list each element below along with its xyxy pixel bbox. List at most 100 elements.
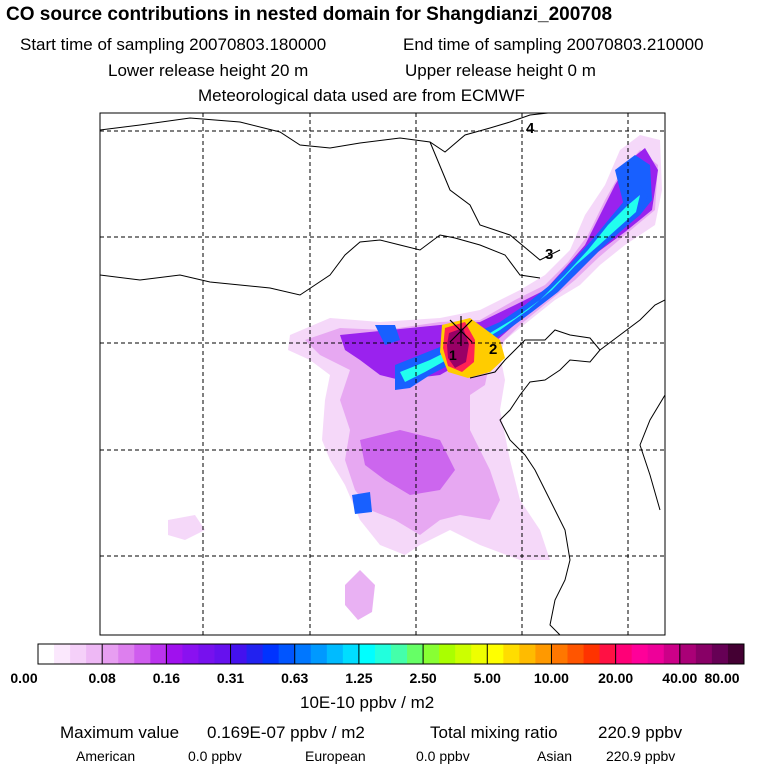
colorbar-swatch bbox=[38, 644, 55, 664]
colorbar-swatch bbox=[230, 644, 248, 664]
map-gridlines bbox=[100, 113, 665, 635]
asian-label: Asian bbox=[537, 748, 573, 764]
colorbar-swatch bbox=[262, 644, 280, 664]
plume-south-blob bbox=[345, 570, 375, 620]
colorbar-swatch bbox=[503, 644, 520, 664]
colorbar-swatch bbox=[102, 644, 119, 664]
colorbar-swatch bbox=[519, 644, 536, 664]
colorbar-swatch bbox=[663, 644, 681, 664]
colorbar-swatch bbox=[310, 644, 328, 664]
colorbar-swatch bbox=[342, 644, 360, 664]
coast-bohai bbox=[469, 329, 601, 635]
upper-release-height-label: Upper release height 0 m bbox=[405, 61, 596, 80]
plume-dark-core bbox=[447, 328, 469, 368]
border-northeast bbox=[429, 141, 561, 261]
border-west bbox=[100, 234, 541, 296]
marker-1: 1 bbox=[449, 347, 457, 363]
map-frame bbox=[99, 112, 666, 636]
colorbar-tick-label: 0.08 bbox=[88, 670, 116, 686]
colorbar-swatch bbox=[374, 644, 392, 664]
colorbar-swatch bbox=[647, 644, 665, 664]
plume-blue-spot bbox=[352, 492, 372, 514]
chart-title: CO source contributions in nested domain… bbox=[6, 4, 613, 25]
total-mixing-ratio-label: Total mixing ratio bbox=[430, 723, 558, 742]
colorbar-swatch bbox=[182, 644, 199, 664]
start-time-label: Start time of sampling 20070803.180000 bbox=[20, 35, 327, 54]
colorbar bbox=[37, 643, 745, 665]
plume-source-core bbox=[440, 318, 505, 378]
marker-2: 2 bbox=[489, 341, 497, 358]
end-time-label: End time of sampling 20070803.210000 bbox=[403, 35, 704, 54]
colorbar-swatch bbox=[150, 644, 167, 664]
colorbar-swatch bbox=[70, 644, 87, 664]
european-label: European bbox=[305, 748, 366, 764]
colorbar-swatch bbox=[118, 644, 135, 664]
colorbar-swatch bbox=[278, 644, 296, 664]
colorbar-swatch bbox=[711, 644, 729, 664]
colorbar-swatch bbox=[455, 644, 472, 664]
colorbar-tick-label: 2.50 bbox=[409, 670, 437, 686]
european-value: 0.0 ppbv bbox=[416, 748, 470, 764]
total-mixing-ratio-value: 220.9 ppbv bbox=[598, 723, 683, 742]
colorbar-swatch bbox=[214, 644, 232, 664]
american-label: American bbox=[76, 748, 136, 764]
colorbar-swatch bbox=[294, 644, 312, 664]
coast-korea bbox=[639, 394, 665, 511]
colorbar-swatch bbox=[487, 644, 504, 664]
colorbar-swatch bbox=[439, 644, 456, 664]
station-marker-icon bbox=[449, 316, 473, 346]
colorbar-swatch bbox=[391, 644, 408, 664]
colorbar-swatch bbox=[535, 644, 552, 664]
plume-southwest-blob bbox=[168, 515, 205, 540]
meteorological-source-label: Meteorological data used are from ECMWF bbox=[198, 86, 525, 105]
asian-value: 220.9 ppbv bbox=[606, 748, 676, 764]
colorbar-tick-label: 20.00 bbox=[598, 670, 634, 686]
plume-purple-south bbox=[360, 430, 455, 495]
max-value-label: Maximum value bbox=[60, 723, 180, 742]
colorbar-swatch bbox=[423, 644, 440, 664]
colorbar-swatch bbox=[551, 644, 568, 664]
colorbar-swatch bbox=[358, 644, 376, 664]
colorbar-swatch bbox=[326, 644, 344, 664]
colorbar-swatch bbox=[727, 644, 745, 664]
marker-4: 4 bbox=[526, 120, 535, 137]
colorbar-tick-label: 1.25 bbox=[345, 670, 373, 686]
map-content bbox=[100, 113, 665, 635]
plume-layer-cyan bbox=[400, 195, 640, 382]
colorbar-tick-label: 0.00 bbox=[10, 670, 38, 686]
colorbar-tick-label: 40.00 bbox=[662, 670, 698, 686]
colorbar-swatch bbox=[86, 644, 103, 664]
colorbar-swatch bbox=[54, 644, 71, 664]
colorbar-swatch bbox=[166, 644, 183, 664]
colorbar-swatch bbox=[599, 644, 617, 664]
american-value: 0.0 ppbv bbox=[188, 748, 242, 764]
colorbar-swatch bbox=[134, 644, 151, 664]
colorbar-tick-label: 0.16 bbox=[152, 670, 180, 686]
coast-peninsula bbox=[599, 299, 665, 351]
max-value: 0.169E-07 ppbv / m2 bbox=[207, 723, 365, 742]
border-north bbox=[100, 113, 549, 153]
colorbar-tick-label: 0.63 bbox=[281, 670, 309, 686]
colorbar-unit: 10E-10 ppbv / m2 bbox=[300, 693, 435, 712]
colorbar-tick-label: 80.00 bbox=[704, 670, 740, 686]
colorbar-swatch bbox=[695, 644, 713, 664]
colorbar-tick-label: 0.31 bbox=[216, 670, 245, 686]
colorbar-tick-label: 5.00 bbox=[473, 670, 501, 686]
colorbar-swatch bbox=[407, 644, 424, 664]
plume-blue-band bbox=[375, 325, 400, 345]
colorbar-swatch bbox=[246, 644, 264, 664]
colorbar-swatch bbox=[567, 644, 585, 664]
colorbar-swatch bbox=[471, 644, 488, 664]
colorbar-tick-label: 10.00 bbox=[533, 670, 569, 686]
colorbar-swatch bbox=[615, 644, 633, 664]
colorbar-swatch bbox=[583, 644, 601, 664]
plume-cyan-core bbox=[400, 195, 640, 382]
colorbar-swatch bbox=[679, 644, 697, 664]
marker-3: 3 bbox=[545, 246, 553, 263]
colorbar-swatch bbox=[631, 644, 649, 664]
coastlines-and-borders bbox=[100, 113, 665, 635]
colorbar-swatch bbox=[198, 644, 215, 664]
lower-release-height-label: Lower release height 20 m bbox=[108, 61, 309, 80]
colorbar-frame bbox=[37, 643, 745, 665]
